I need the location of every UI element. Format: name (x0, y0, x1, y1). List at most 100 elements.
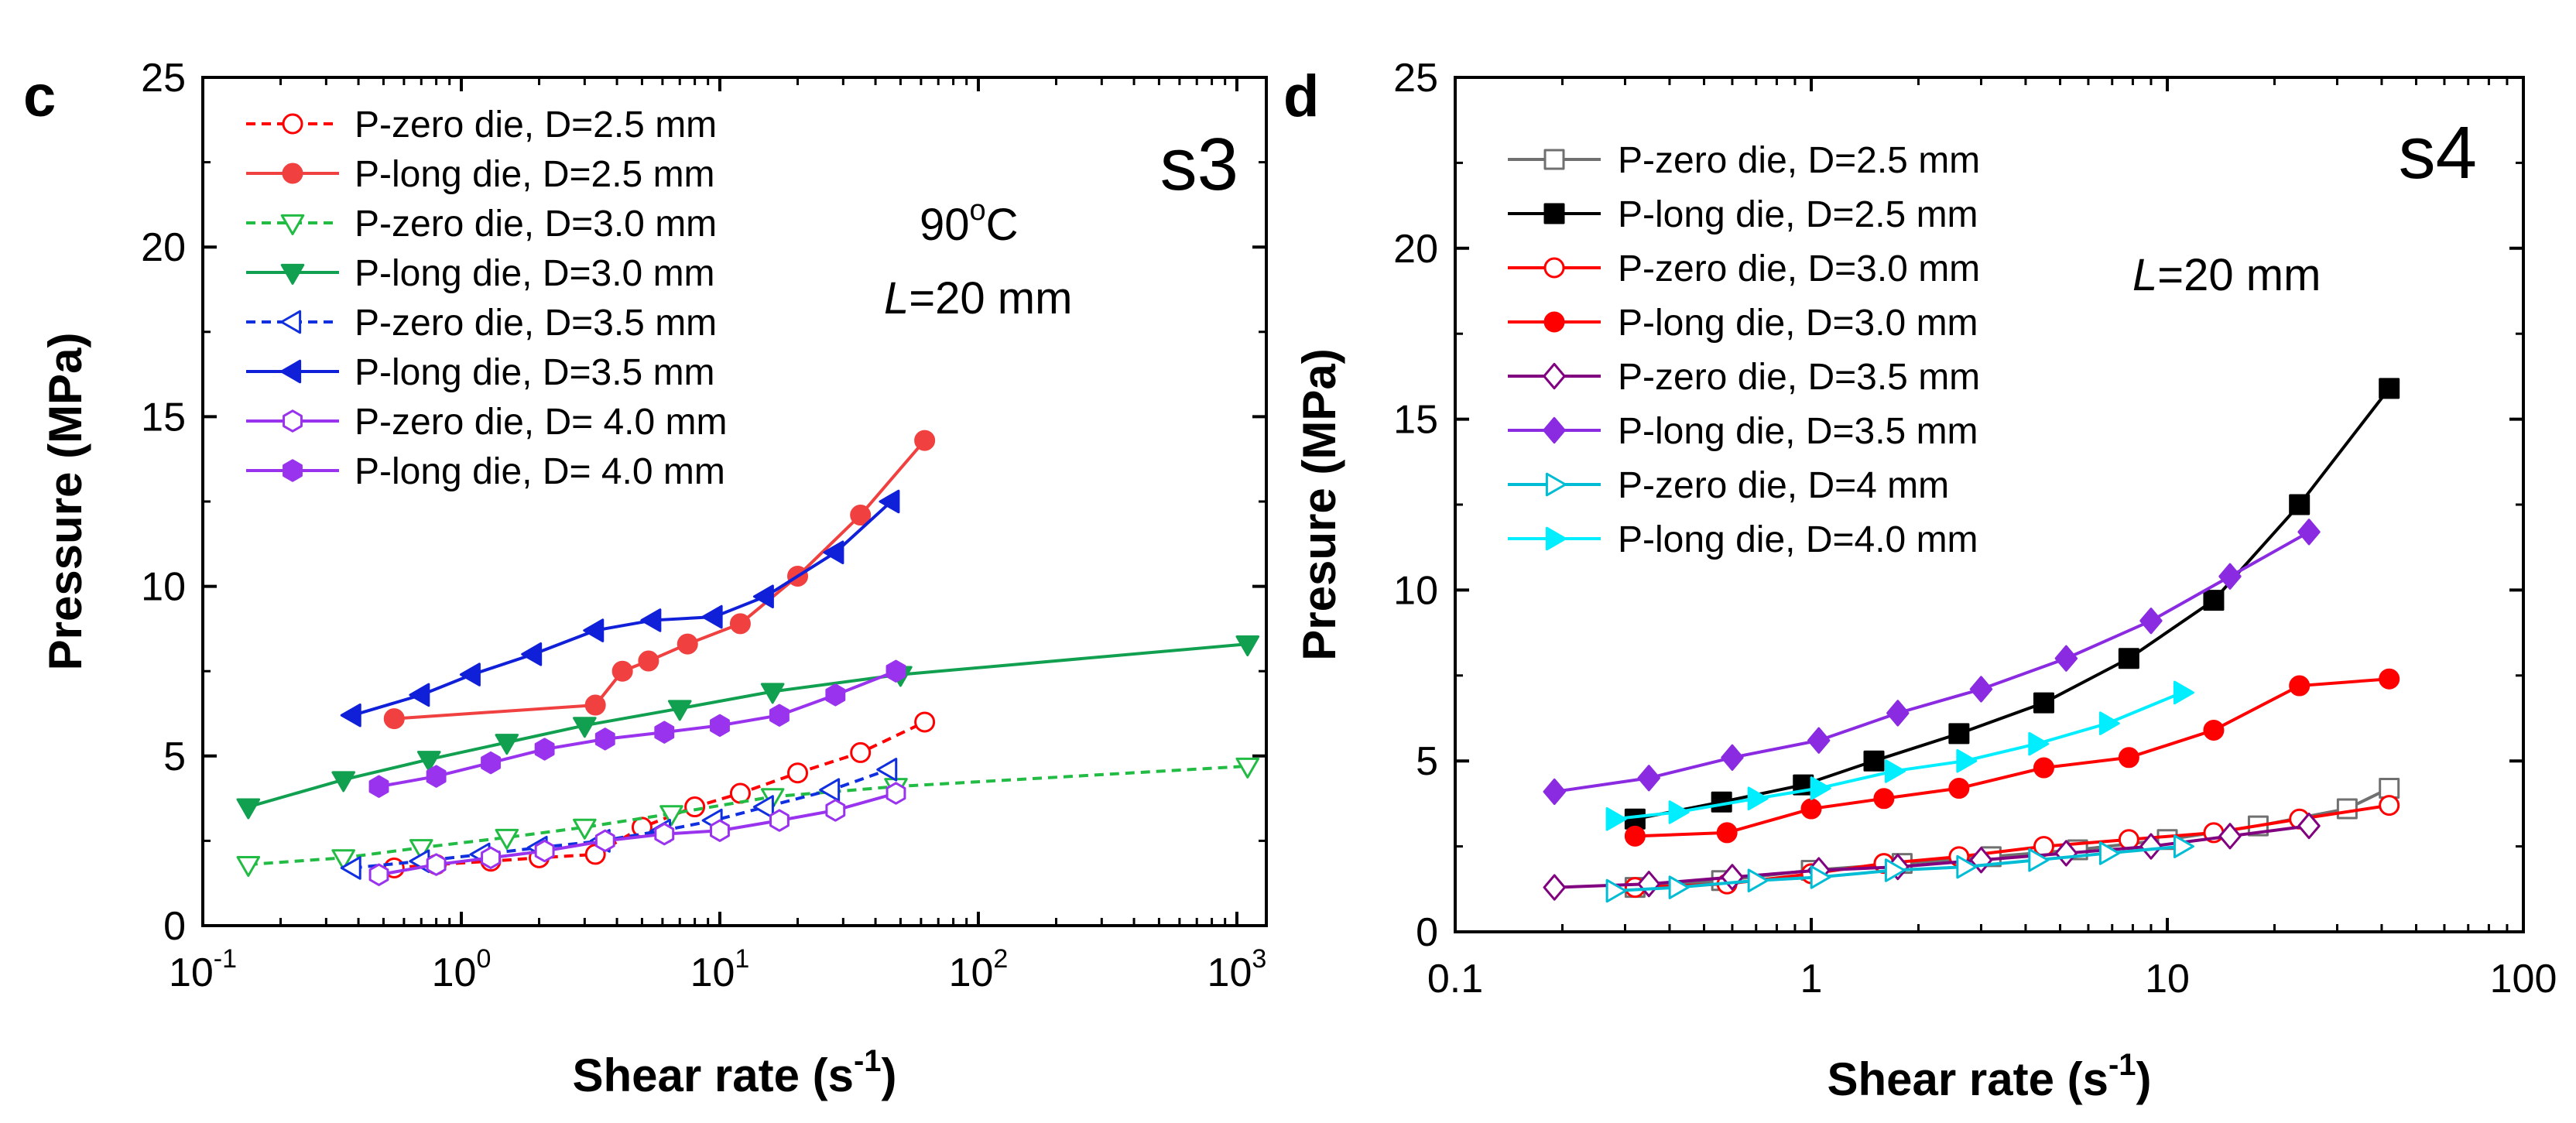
data-point (825, 799, 846, 822)
data-point (2379, 378, 2400, 399)
data-point (383, 708, 405, 730)
data-point (368, 863, 389, 886)
data-point (823, 540, 844, 565)
data-point (2118, 648, 2139, 669)
legend-marker (1543, 416, 1566, 444)
data-point (2289, 494, 2311, 515)
data-point (819, 778, 841, 802)
series-7 (1605, 834, 2194, 903)
sample-tag: s3 (1160, 123, 1238, 206)
data-point (1807, 727, 1831, 754)
data-point (2297, 813, 2321, 840)
series-line (379, 669, 897, 789)
data-point (1886, 700, 1910, 727)
x-axis-title: Shear rate (s-1) (1827, 1048, 2151, 1105)
legend-label: P-zero die, D=2.5 mm (1618, 140, 1980, 181)
y-tick-label: 20 (1393, 227, 1438, 272)
data-point (2218, 823, 2242, 850)
data-point (638, 650, 659, 672)
y-tick-label: 5 (1416, 739, 1438, 784)
length-value: =20 mm (2157, 250, 2321, 300)
data-point (1747, 786, 1769, 811)
legend-label: P-zero die, D=3.0 mm (355, 204, 717, 245)
data-point (1235, 635, 1260, 657)
data-point (1668, 875, 1690, 899)
data-point (611, 660, 633, 682)
x-tick-label: 10 (2145, 957, 2190, 1001)
legend-marker (283, 409, 303, 433)
series-line (352, 500, 892, 717)
x-tick-exponent: 1 (735, 944, 749, 974)
data-point (769, 704, 790, 727)
series-line (1634, 387, 2391, 821)
data-point (1668, 800, 1690, 824)
data-point (409, 839, 433, 861)
data-point (760, 683, 785, 704)
data-point (459, 663, 481, 686)
data-point (914, 430, 936, 451)
data-point (594, 728, 615, 751)
data-point (2173, 680, 2194, 705)
data-point (1956, 854, 1978, 879)
x-tick-exponent: 3 (1252, 944, 1266, 974)
x-tick-base: 10 (432, 950, 477, 995)
data-point (2118, 747, 2139, 769)
series-line (394, 721, 926, 870)
data-point (729, 613, 751, 635)
legend-marker (1543, 203, 1565, 224)
x-tick-exponent: 2 (993, 944, 1008, 974)
legend-label: P-zero die, D=2.5 mm (355, 104, 717, 146)
x-tick-label: 1 (1800, 957, 1823, 1001)
data-point (1956, 748, 1978, 773)
legend-label: P-zero die, D= 4.0 mm (355, 402, 728, 443)
data-point (1605, 878, 1627, 903)
legend-marker (280, 263, 305, 285)
y-tick-label: 15 (1393, 398, 1438, 443)
panel-label: d (1283, 63, 1319, 129)
data-point (2033, 692, 2054, 714)
data-point (1747, 868, 1769, 893)
legend-marker (282, 163, 303, 184)
data-point (876, 758, 898, 782)
data-point (409, 683, 430, 707)
temperature-annotation: 90oC (920, 194, 1019, 250)
data-point (2289, 675, 2311, 697)
data-point (1810, 865, 1831, 889)
y-tick-label: 25 (1393, 56, 1438, 101)
y-tick-label: 0 (163, 904, 186, 949)
series-line (379, 792, 897, 877)
data-point (1605, 806, 1627, 831)
data-point (594, 829, 615, 853)
data-point (573, 717, 597, 738)
data-point (1624, 825, 1646, 847)
data-point (2028, 731, 2050, 756)
data-point (521, 642, 543, 666)
data-point (1543, 874, 1566, 901)
data-point (825, 683, 846, 707)
data-point (710, 819, 730, 842)
series-8 (368, 659, 906, 798)
data-point (886, 782, 906, 805)
legend-marker (1545, 526, 1567, 551)
plot-frame (1454, 76, 2525, 933)
data-point (2139, 833, 2163, 860)
legend-marker (282, 113, 303, 135)
length-value: =20 mm (909, 273, 1072, 324)
data-point (534, 839, 555, 863)
series-line (352, 768, 889, 870)
data-point (1884, 858, 1906, 882)
data-point (2203, 590, 2225, 611)
temperature-value: 90 (920, 200, 970, 250)
data-point (2297, 519, 2321, 546)
data-point (495, 734, 519, 755)
x-tick-base: 10 (1208, 950, 1252, 995)
temperature-unit: C (986, 200, 1019, 250)
data-point (1810, 776, 1831, 800)
x-axis-title-exponent: -1 (854, 1044, 882, 1078)
series-7 (368, 782, 906, 886)
data-point (1863, 750, 1885, 772)
chart-panel-d: 0 5 10 15 20 25 0.1 1 10 100 Presure (MPa) Shear ra… (1283, 56, 2557, 1105)
data-point (2028, 847, 2050, 872)
legend-marker (283, 459, 303, 482)
legend-marker (280, 359, 302, 384)
